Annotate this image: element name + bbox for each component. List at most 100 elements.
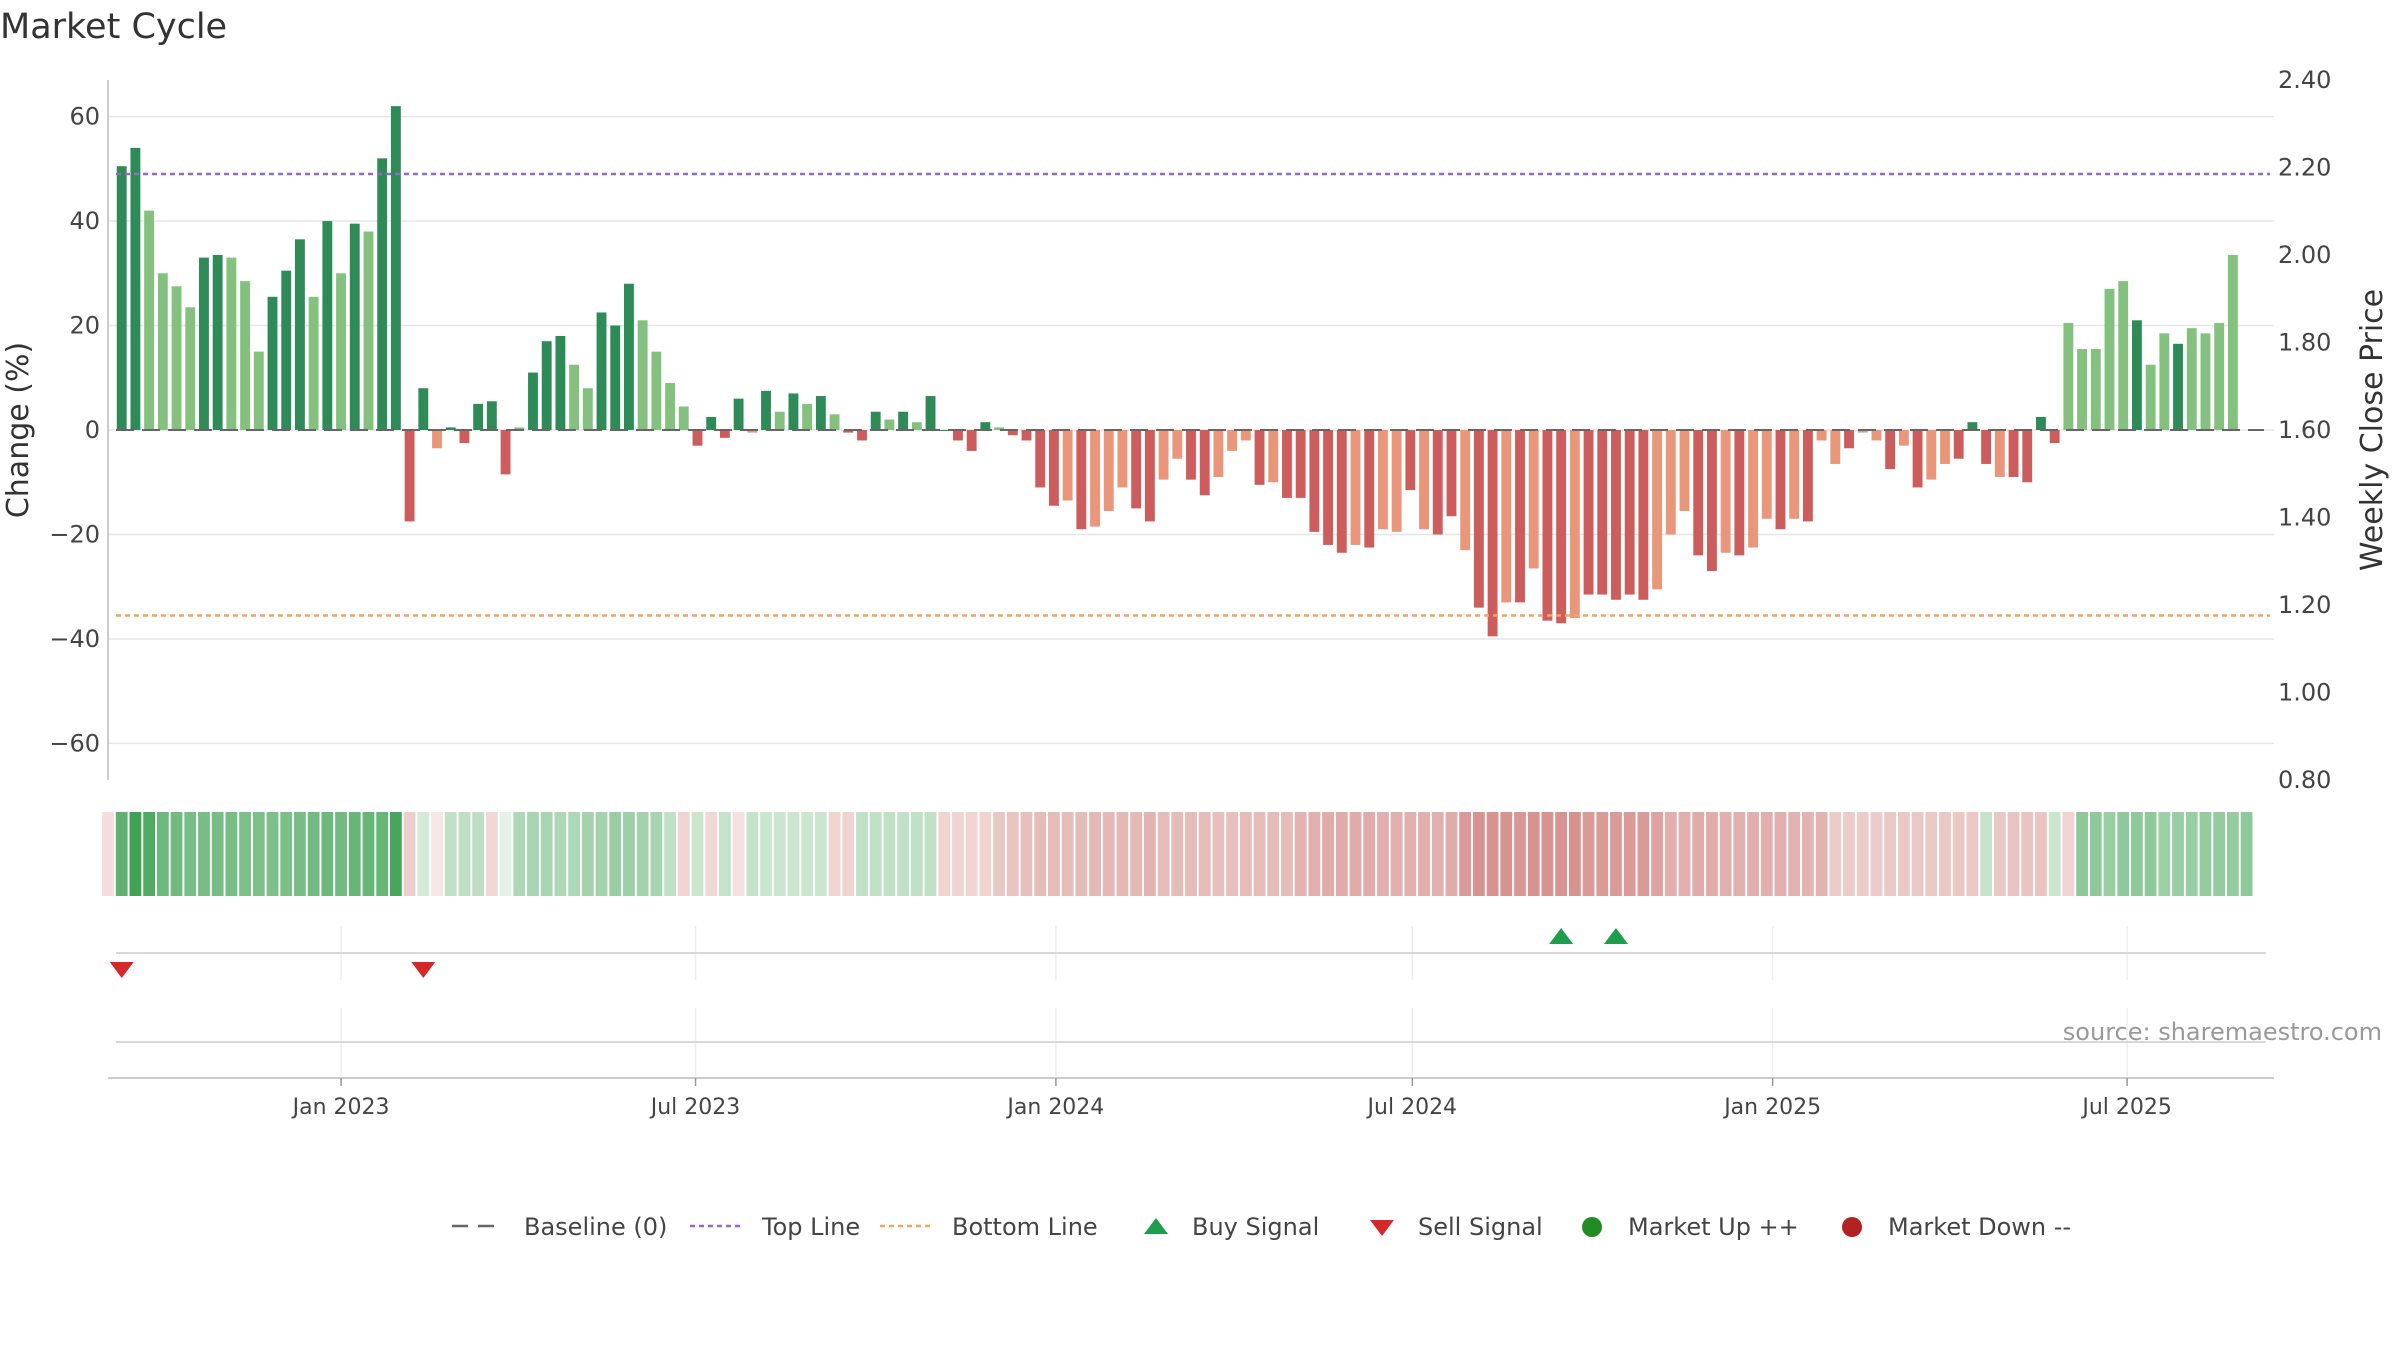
bar [692,430,703,446]
heat-strip-cell [2021,812,2034,896]
heat-strip-cell [348,812,361,896]
legend-label: Buy Signal [1192,1213,1319,1241]
heat-strip-cell [1925,812,1938,896]
heat-strip-cell [664,812,676,896]
heat-strip-cell [1472,812,1485,896]
heat-strip-cell [2199,812,2212,896]
bar [486,401,497,430]
bar [569,364,580,430]
heat-strip-cell [842,812,855,896]
bar [1007,430,1018,436]
heat-strip-cell [1952,812,1965,896]
heat-strip-cell [1678,812,1691,896]
heat-strip-cell [650,812,663,896]
heat-strip-cell [1226,812,1239,896]
bar [1117,430,1128,488]
heat-strip-cell [691,812,704,896]
bar [1254,430,1265,485]
bar [1446,430,1457,517]
heat-strip-cell [1431,812,1444,896]
heat-strip-cell [1856,812,1869,896]
bar [1131,430,1142,509]
bar [1391,430,1402,532]
heat-strip-cell [1075,812,1088,896]
heat-strip-cell [1404,812,1417,896]
heat-strip-cell [1527,812,1540,896]
bar [2022,430,2033,483]
heat-strip-cell [1308,812,1321,896]
y-left-tick-label: 40 [69,207,100,235]
heat-strip-cell [2144,812,2157,896]
bar [1734,430,1745,556]
bar [1693,430,1704,556]
bar [1638,430,1649,600]
bar [116,166,127,430]
bar [678,406,689,430]
heat-strip-cell [444,812,457,896]
heat-strip-cell [814,812,827,896]
heat-strip-cell [458,812,471,896]
heat-strip-cell [156,812,169,896]
bar [925,396,936,430]
y-right-tick-label: 2.40 [2278,66,2331,94]
heat-strip-cell [705,812,718,896]
bar [1213,430,1224,478]
y-right-tick-label: 1.00 [2278,679,2331,707]
heat-strip-cell [499,812,512,896]
bar [1556,430,1567,624]
heat-strip-cell [1130,812,1143,896]
heat-strip-cell [2213,812,2226,896]
legend-label: Market Up ++ [1628,1213,1799,1241]
bar [1282,430,1292,498]
heat-strip-cell [211,812,224,896]
bar [1789,430,1800,519]
bar [2036,416,2046,430]
bar [1268,430,1279,483]
heat-strip-cell [869,812,882,896]
x-tick-label: Jul 2023 [649,1095,741,1120]
heat-strip-cell [554,812,567,896]
bar [1816,430,1827,441]
heat-strip-cell [910,812,923,896]
bar [1981,430,1992,464]
y-left-tick-label: −60 [49,729,100,757]
heat-strip-cell [1774,812,1787,896]
heat-strip-cell [1719,812,1732,896]
bar [1227,430,1238,451]
legend-label: Baseline (0) [524,1213,667,1241]
y-left-tick-label: 20 [69,312,100,340]
heat-strip-cell [170,812,183,896]
heat-strip-cell [417,812,430,896]
bar [1665,430,1676,535]
legend-swatch-sell [1370,1220,1394,1236]
bar [445,427,456,430]
heat-strip-cell [595,812,608,896]
heat-strip-cell [1034,812,1047,896]
heat-strip-cell [1459,812,1472,896]
heat-strip-cell [2226,812,2239,896]
bar [1186,430,1196,480]
bar [1350,430,1361,545]
heat-strip-cell [1377,812,1389,896]
bar [2173,343,2183,430]
bar [1912,430,1923,488]
bar [1569,430,1580,619]
heat-strip-cell [828,812,841,896]
heat-strip-cell [1253,812,1266,896]
bar [528,372,538,430]
y-right-tick-label: 1.80 [2278,329,2331,357]
bar [1323,430,1334,545]
y-left-axis-title: Change (%) [1,342,36,518]
bar [1473,430,1484,608]
heat-strip-cell [1692,812,1705,896]
bar [1377,430,1388,530]
bar [144,210,155,430]
bar [980,422,991,430]
heat-strip-cell [1706,812,1718,896]
heat-strip-cell [1610,812,1622,896]
legend-label: Sell Signal [1418,1213,1543,1241]
heat-strip-cell [2103,812,2116,896]
legend-swatch-dot [1842,1217,1862,1237]
heat-strip-cell [2185,812,2198,896]
x-tick-label: Jul 2025 [2080,1095,2172,1120]
